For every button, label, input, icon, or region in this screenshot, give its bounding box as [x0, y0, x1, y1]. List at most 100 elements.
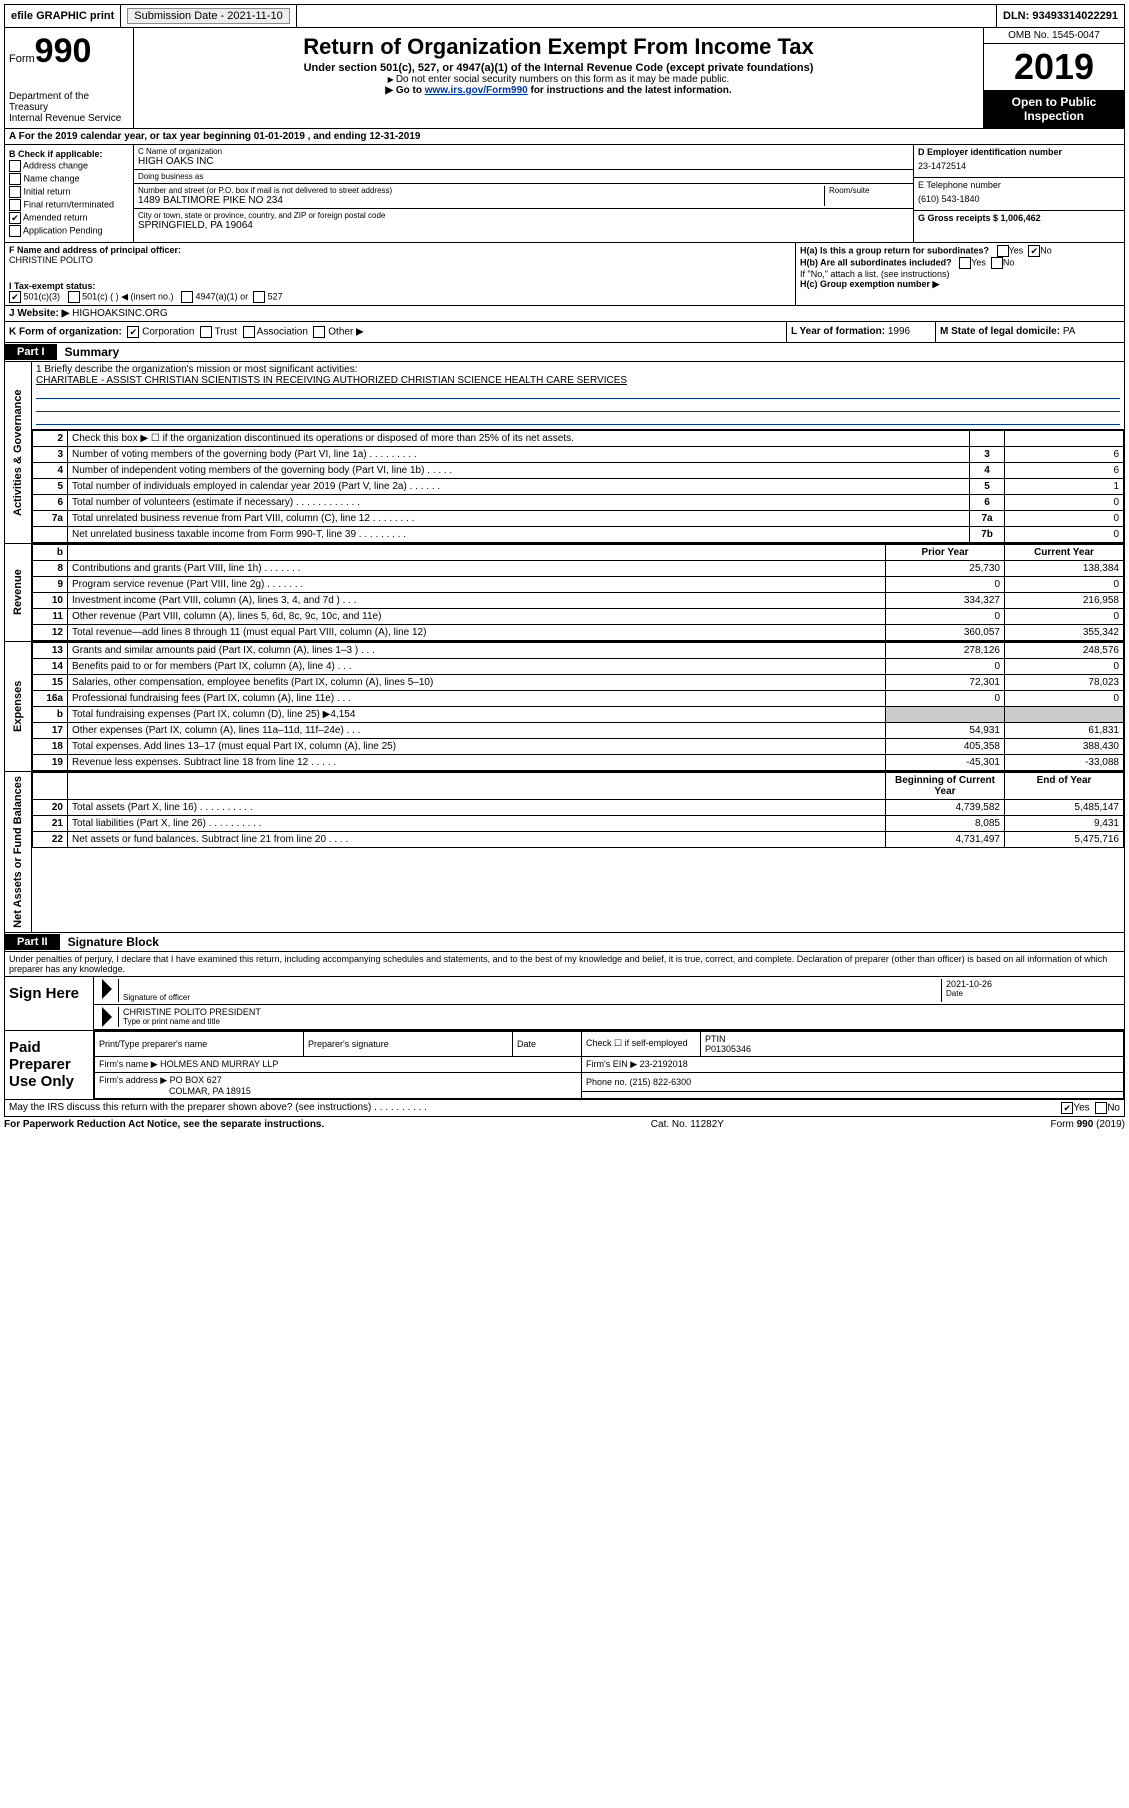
ha-yes[interactable]	[997, 245, 1009, 257]
table-row: 11Other revenue (Part VIII, column (A), …	[33, 609, 1124, 625]
ha-no[interactable]: ✔	[1028, 245, 1040, 257]
expenses-section: Expenses 13Grants and similar amounts pa…	[4, 642, 1125, 772]
table-row: 16aProfessional fundraising fees (Part I…	[33, 691, 1124, 707]
ein-label: D Employer identification number	[918, 147, 1120, 157]
table-row: 21Total liabilities (Part X, line 26) . …	[33, 816, 1124, 832]
discuss-q: May the IRS discuss this return with the…	[9, 1102, 1061, 1114]
box-m: M State of legal domicile: PA	[936, 322, 1124, 342]
sig-date: 2021-10-26 Date	[942, 979, 1120, 1002]
table-header: bPrior YearCurrent Year	[33, 545, 1124, 561]
mission-q: 1 Briefly describe the organization's mi…	[36, 364, 1120, 375]
table-row: 12Total revenue—add lines 8 through 11 (…	[33, 625, 1124, 641]
revenue-section: Revenue bPrior YearCurrent Year8Contribu…	[4, 544, 1125, 642]
org-name: HIGH OAKS INC	[138, 156, 909, 167]
inspection-label: Open to Public Inspection	[984, 91, 1124, 128]
table-row: 13Grants and similar amounts paid (Part …	[33, 643, 1124, 659]
header-left: Form990 Department of the Treasury Inter…	[5, 28, 134, 128]
room-label: Room/suite	[829, 186, 909, 195]
footer-right: Form 990 (2019)	[1051, 1119, 1125, 1130]
sig-name: CHRISTINE POLITO PRESIDENT Type or print…	[119, 1007, 1120, 1027]
prep-sig-label: Preparer's signature	[304, 1031, 513, 1056]
governance-section: Activities & Governance 1 Briefly descri…	[4, 362, 1125, 544]
cb-final[interactable]: Final return/terminated	[9, 199, 129, 211]
section-bcd: B Check if applicable: Address change Na…	[4, 145, 1125, 243]
submission-button[interactable]: Submission Date - 2021-11-10	[127, 8, 289, 24]
preparer-table: Print/Type preparer's name Preparer's si…	[94, 1031, 1124, 1099]
vlabel-expenses: Expenses	[5, 642, 32, 771]
cb-501c[interactable]	[68, 291, 80, 303]
cb-corp[interactable]: ✔	[127, 326, 139, 338]
row-fh: F Name and address of principal officer:…	[4, 243, 1125, 306]
box-h: H(a) Is this a group return for subordin…	[796, 243, 1124, 305]
row-a-period: A For the 2019 calendar year, or tax yea…	[4, 129, 1125, 145]
discuss-yes[interactable]: ✔	[1061, 1102, 1073, 1114]
table-row: 15Salaries, other compensation, employee…	[33, 675, 1124, 691]
street: 1489 BALTIMORE PIKE NO 234	[138, 195, 824, 206]
part2-title: Signature Block	[60, 933, 167, 951]
cb-527[interactable]	[253, 291, 265, 303]
footer-mid: Cat. No. 11282Y	[651, 1119, 724, 1130]
header-center: Return of Organization Exempt From Incom…	[134, 28, 984, 128]
box-l: L Year of formation: 1996	[787, 322, 936, 342]
footer-left: For Paperwork Reduction Act Notice, see …	[4, 1119, 324, 1130]
table-row: 10Investment income (Part VIII, column (…	[33, 593, 1124, 609]
table-row: bTotal fundraising expenses (Part IX, co…	[33, 707, 1124, 723]
revenue-table: bPrior YearCurrent Year8Contributions an…	[32, 544, 1124, 641]
gross-receipts: G Gross receipts $ 1,006,462	[918, 213, 1041, 223]
paid-preparer: Paid Preparer Use Only Print/Type prepar…	[4, 1031, 1125, 1100]
cb-assoc[interactable]	[243, 326, 255, 338]
table-row: 2Check this box ▶ ☐ if the organization …	[33, 431, 1124, 447]
box-b-title: B Check if applicable:	[9, 149, 103, 159]
table-row: 22Net assets or fund balances. Subtract …	[33, 832, 1124, 848]
header-right: OMB No. 1545-0047 2019 Open to Public In…	[984, 28, 1124, 128]
table-row: 9Program service revenue (Part VIII, lin…	[33, 577, 1124, 593]
website: HIGHOAKSINC.ORG	[69, 308, 167, 319]
d-label: Doing business as	[138, 172, 909, 181]
arrow-icon	[102, 1007, 112, 1027]
cb-501c3[interactable]: ✔	[9, 291, 21, 303]
netassets-table: Beginning of Current YearEnd of Year20To…	[32, 772, 1124, 848]
form-title: Return of Organization Exempt From Incom…	[138, 34, 979, 60]
part1-title: Summary	[57, 343, 128, 361]
form-header: Form990 Department of the Treasury Inter…	[4, 28, 1125, 129]
table-row: 19Revenue less expenses. Subtract line 1…	[33, 755, 1124, 771]
ein: 23-1472514	[918, 157, 1120, 175]
table-row: 8Contributions and grants (Part VIII, li…	[33, 561, 1124, 577]
tax-status-label: I Tax-exempt status:	[9, 281, 95, 291]
prep-name-label: Print/Type preparer's name	[95, 1031, 304, 1056]
part1-header: Part I Summary	[4, 343, 1125, 362]
box-k: K Form of organization: ✔ Corporation Tr…	[5, 322, 787, 342]
table-row: 20Total assets (Part X, line 16) . . . .…	[33, 800, 1124, 816]
discuss-no[interactable]	[1095, 1102, 1107, 1114]
hb-no[interactable]	[991, 257, 1003, 269]
governance-table: 2Check this box ▶ ☐ if the organization …	[32, 430, 1124, 543]
top-bar: efile GRAPHIC print Submission Date - 20…	[4, 4, 1125, 28]
cb-amended[interactable]: ✔ Amended return	[9, 212, 129, 224]
box-b: B Check if applicable: Address change Na…	[5, 145, 134, 242]
efile-label: efile GRAPHIC print	[5, 5, 121, 27]
hb-yes[interactable]	[959, 257, 971, 269]
sig-officer[interactable]: Signature of officer	[119, 979, 942, 1002]
cb-other[interactable]	[313, 326, 325, 338]
prep-self[interactable]: Check ☐ if self-employed	[582, 1031, 701, 1056]
part2-header: Part II Signature Block	[4, 933, 1125, 952]
prep-date-label: Date	[513, 1031, 582, 1056]
dln-cell: DLN: 93493314022291	[997, 5, 1124, 27]
form-number: Form990	[9, 32, 129, 71]
table-row: 17Other expenses (Part IX, column (A), l…	[33, 723, 1124, 739]
spacer	[297, 5, 997, 27]
cb-initial[interactable]: Initial return	[9, 186, 129, 198]
hc-label: H(c) Group exemption number ▶	[800, 279, 939, 289]
paid-label: Paid Preparer Use Only	[5, 1031, 94, 1099]
cb-address[interactable]: Address change	[9, 160, 129, 172]
cb-trust[interactable]	[200, 326, 212, 338]
cb-4947[interactable]	[181, 291, 193, 303]
discuss-answer: ✔Yes No	[1061, 1102, 1120, 1114]
cb-name[interactable]: Name change	[9, 173, 129, 185]
box-d: D Employer identification number 23-1472…	[914, 145, 1124, 242]
irs-link[interactable]: www.irs.gov/Form990	[425, 85, 528, 96]
street-label: Number and street (or P.O. box if mail i…	[138, 186, 824, 195]
sign-label: Sign Here	[5, 977, 94, 1030]
phone-label: E Telephone number	[918, 180, 1120, 190]
cb-pending[interactable]: Application Pending	[9, 225, 129, 237]
